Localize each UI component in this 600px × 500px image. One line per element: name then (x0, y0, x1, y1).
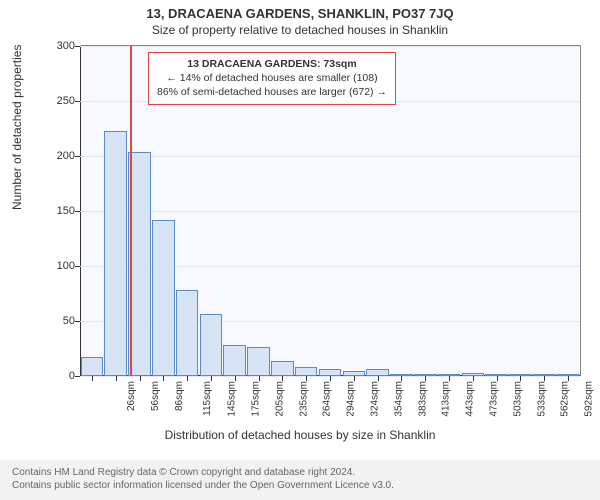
xtick-label: 56sqm (150, 381, 161, 411)
xtick-mark (92, 376, 93, 381)
page-title: 13, DRACAENA GARDENS, SHANKLIN, PO37 7JQ (0, 0, 600, 21)
xtick-label: 235sqm (298, 381, 309, 417)
footer-line-2: Contains public sector information licen… (12, 479, 588, 492)
bar (104, 131, 127, 376)
xtick-label: 383sqm (417, 381, 428, 417)
bar (295, 367, 318, 376)
ytick-mark (75, 101, 80, 102)
footer: Contains HM Land Registry data © Crown c… (0, 460, 600, 500)
property-marker-line (130, 46, 132, 376)
xtick-label: 324sqm (370, 381, 381, 417)
ytick-mark (75, 46, 80, 47)
xtick-label: 264sqm (322, 381, 333, 417)
xtick-label: 145sqm (227, 381, 238, 417)
ytick-label: 250 (45, 95, 75, 107)
xtick-mark (259, 376, 260, 381)
ytick-mark (75, 376, 80, 377)
bar (152, 220, 175, 376)
page-subtitle: Size of property relative to detached ho… (0, 21, 600, 37)
xtick-label: 115sqm (202, 381, 213, 416)
xtick-mark (425, 376, 426, 381)
xtick-mark (116, 376, 117, 381)
xtick-mark (330, 376, 331, 381)
ytick-mark (75, 321, 80, 322)
xtick-label: 562sqm (560, 381, 571, 417)
chart-wrap: 05010015020025030026sqm56sqm86sqm115sqm1… (50, 45, 580, 415)
xtick-label: 413sqm (441, 381, 452, 417)
info-box: 13 DRACAENA GARDENS: 73sqm← 14% of detac… (148, 52, 396, 105)
info-box-line-1: 13 DRACAENA GARDENS: 73sqm (157, 57, 387, 71)
xtick-mark (163, 376, 164, 381)
bar (247, 347, 270, 376)
ytick-mark (75, 211, 80, 212)
xtick-mark (282, 376, 283, 381)
xtick-mark (473, 376, 474, 381)
y-axis-label: Number of detached properties (10, 45, 24, 210)
ytick-label: 100 (45, 260, 75, 272)
xtick-label: 443sqm (465, 381, 476, 417)
bar (223, 345, 246, 376)
bar (366, 369, 389, 376)
gridline (80, 156, 580, 157)
xtick-mark (497, 376, 498, 381)
ytick-mark (75, 156, 80, 157)
ytick-label: 300 (45, 40, 75, 52)
bar (81, 357, 104, 376)
bar (200, 314, 223, 376)
xtick-label: 533sqm (536, 381, 547, 417)
xtick-label: 175sqm (251, 381, 262, 417)
xtick-label: 503sqm (512, 381, 523, 417)
xtick-mark (354, 376, 355, 381)
ytick-label: 150 (45, 205, 75, 217)
xtick-label: 26sqm (126, 381, 137, 411)
xtick-mark (449, 376, 450, 381)
gridline (80, 46, 580, 47)
xtick-mark (401, 376, 402, 381)
xtick-mark (306, 376, 307, 381)
xtick-mark (544, 376, 545, 381)
xtick-label: 473sqm (489, 381, 500, 417)
xtick-label: 354sqm (393, 381, 404, 417)
plot-area: 05010015020025030026sqm56sqm86sqm115sqm1… (80, 45, 581, 376)
ytick-label: 0 (45, 370, 75, 382)
xtick-label: 86sqm (174, 381, 185, 411)
xtick-label: 592sqm (584, 381, 595, 417)
bar (319, 369, 342, 376)
ytick-mark (75, 266, 80, 267)
ytick-label: 200 (45, 150, 75, 162)
xtick-mark (568, 376, 569, 381)
xtick-mark (140, 376, 141, 381)
info-box-line-2: ← 14% of detached houses are smaller (10… (157, 71, 387, 85)
gridline (80, 211, 580, 212)
xtick-label: 205sqm (274, 381, 285, 417)
info-box-line-3: 86% of semi-detached houses are larger (… (157, 85, 387, 99)
xtick-label: 294sqm (346, 381, 357, 417)
xtick-mark (187, 376, 188, 381)
footer-line-1: Contains HM Land Registry data © Crown c… (12, 466, 588, 479)
bar (271, 361, 294, 376)
bar (176, 290, 199, 376)
xtick-mark (378, 376, 379, 381)
xtick-mark (235, 376, 236, 381)
xtick-mark (211, 376, 212, 381)
x-axis-label: Distribution of detached houses by size … (0, 428, 600, 442)
ytick-label: 50 (45, 315, 75, 327)
xtick-mark (520, 376, 521, 381)
